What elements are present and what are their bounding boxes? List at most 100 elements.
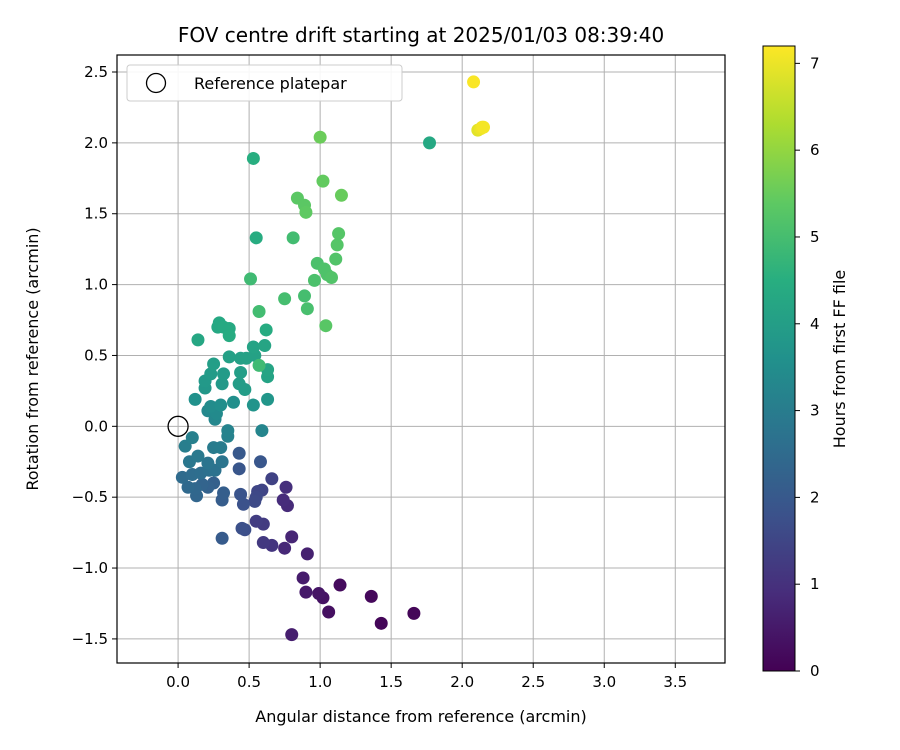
data-point bbox=[204, 399, 218, 413]
data-point bbox=[278, 292, 292, 306]
y-tick-label: −1.5 bbox=[72, 630, 108, 648]
colorbar-tick-label: 3 bbox=[810, 402, 820, 420]
data-point bbox=[299, 585, 313, 599]
data-point bbox=[285, 530, 299, 544]
data-point bbox=[246, 151, 260, 165]
data-point bbox=[253, 455, 267, 469]
data-point bbox=[191, 449, 205, 463]
y-tick-label: 2.0 bbox=[84, 134, 108, 152]
data-point bbox=[322, 605, 336, 619]
data-point bbox=[201, 456, 215, 470]
data-point bbox=[214, 441, 228, 455]
data-point bbox=[313, 130, 327, 144]
colorbar-label: Hours from first FF file bbox=[830, 270, 849, 449]
data-point bbox=[279, 480, 293, 494]
y-tick-label: −1.0 bbox=[72, 559, 108, 577]
data-point bbox=[232, 446, 246, 460]
plot-frame bbox=[116, 54, 726, 664]
data-point bbox=[207, 357, 221, 371]
legend-box bbox=[126, 64, 403, 102]
colorbar: 0 1 2 3 4 5 6 7 Hours from first FF file bbox=[762, 45, 849, 680]
data-point bbox=[364, 589, 378, 603]
x-axis-ticks: 0.0 0.5 1.0 1.5 2.0 2.5 3.0 3.5 bbox=[166, 663, 687, 691]
y-tick-label: 2.5 bbox=[84, 63, 108, 81]
colorbar-tick-label: 1 bbox=[810, 575, 820, 593]
data-point bbox=[276, 493, 290, 507]
y-tick-label: 1.5 bbox=[84, 205, 108, 223]
data-point bbox=[258, 339, 272, 353]
x-tick-label: 2.0 bbox=[450, 673, 474, 691]
data-point bbox=[312, 587, 326, 601]
x-tick-label: 1.5 bbox=[379, 673, 403, 691]
data-point bbox=[188, 392, 202, 406]
data-point bbox=[374, 616, 388, 630]
data-point bbox=[298, 289, 312, 303]
data-point bbox=[477, 120, 491, 134]
y-tick-label: 0.5 bbox=[84, 346, 108, 364]
data-point bbox=[217, 367, 231, 381]
data-point bbox=[330, 238, 344, 252]
data-point bbox=[316, 174, 330, 188]
data-point bbox=[226, 395, 240, 409]
data-point bbox=[334, 188, 348, 202]
data-point bbox=[261, 392, 275, 406]
colorbar-tick-label: 5 bbox=[810, 228, 820, 246]
data-point bbox=[246, 340, 260, 354]
data-point bbox=[185, 431, 199, 445]
colorbar-tick-label: 2 bbox=[810, 488, 820, 506]
data-point bbox=[236, 497, 250, 511]
data-point bbox=[217, 486, 231, 500]
data-point bbox=[296, 571, 310, 585]
colorbar-tick-label: 0 bbox=[810, 662, 820, 680]
data-point bbox=[191, 333, 205, 347]
data-point bbox=[248, 494, 262, 508]
data-point bbox=[234, 487, 248, 501]
data-point bbox=[332, 227, 346, 241]
data-point bbox=[234, 365, 248, 379]
data-point bbox=[222, 329, 236, 343]
data-point bbox=[249, 231, 263, 245]
data-point bbox=[329, 252, 343, 266]
data-point bbox=[214, 398, 228, 412]
data-point bbox=[252, 305, 266, 319]
data-point bbox=[265, 472, 279, 486]
data-point bbox=[175, 470, 189, 484]
data-point bbox=[232, 462, 246, 476]
grid-lines bbox=[117, 55, 725, 663]
data-point bbox=[235, 521, 249, 535]
data-point bbox=[252, 358, 266, 372]
data-point bbox=[286, 231, 300, 245]
colorbar-tick-label: 4 bbox=[810, 315, 820, 333]
data-point bbox=[423, 136, 437, 150]
x-tick-label: 0.5 bbox=[237, 673, 261, 691]
reference-marker-group bbox=[167, 415, 189, 437]
data-point bbox=[300, 547, 314, 561]
y-tick-label: 1.0 bbox=[84, 276, 108, 294]
x-tick-label: 0.0 bbox=[166, 673, 190, 691]
data-point bbox=[238, 382, 252, 396]
legend-marker-icon bbox=[145, 72, 167, 94]
data-point bbox=[278, 541, 292, 555]
data-point bbox=[215, 377, 229, 391]
data-points bbox=[175, 75, 491, 642]
data-point bbox=[221, 424, 235, 438]
data-point bbox=[255, 424, 269, 438]
data-point bbox=[333, 578, 347, 592]
data-point bbox=[259, 323, 273, 337]
legend: Reference platepar bbox=[126, 64, 403, 102]
data-point bbox=[467, 75, 481, 89]
data-point bbox=[215, 531, 229, 545]
data-point bbox=[319, 319, 333, 333]
y-axis-ticks: −1.5 −1.0 −0.5 0.0 0.5 1.0 1.5 2.0 2.5 bbox=[72, 63, 117, 648]
data-point bbox=[307, 273, 321, 287]
x-tick-label: 2.5 bbox=[521, 673, 545, 691]
data-point bbox=[325, 271, 339, 285]
data-point bbox=[246, 398, 260, 412]
data-point bbox=[215, 455, 229, 469]
colorbar-gradient bbox=[762, 45, 796, 672]
data-point bbox=[204, 367, 218, 381]
y-tick-label: 0.0 bbox=[84, 417, 108, 435]
data-point bbox=[181, 480, 195, 494]
data-point bbox=[244, 272, 258, 286]
